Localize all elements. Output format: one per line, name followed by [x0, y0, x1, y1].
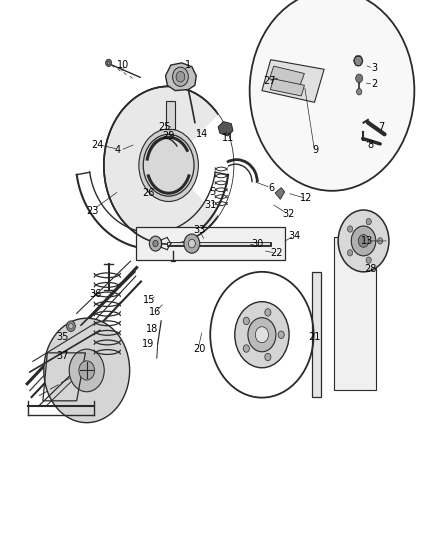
Polygon shape — [269, 66, 304, 85]
Text: 19: 19 — [142, 339, 154, 349]
Circle shape — [356, 74, 363, 83]
Wedge shape — [169, 115, 233, 216]
Polygon shape — [275, 188, 285, 199]
Text: 14: 14 — [196, 130, 208, 139]
Text: 20: 20 — [193, 344, 205, 354]
Circle shape — [149, 236, 162, 251]
Text: 29: 29 — [162, 131, 175, 141]
Circle shape — [366, 257, 371, 263]
Circle shape — [67, 321, 75, 332]
Circle shape — [357, 88, 362, 95]
Text: 6: 6 — [268, 183, 275, 192]
Text: 27: 27 — [263, 76, 276, 86]
Text: 35: 35 — [56, 332, 68, 342]
Text: 36: 36 — [89, 289, 102, 299]
Text: 25: 25 — [158, 122, 170, 132]
Circle shape — [173, 67, 188, 86]
Circle shape — [184, 234, 200, 253]
Circle shape — [235, 302, 289, 368]
Text: 11: 11 — [222, 133, 234, 142]
Text: 5: 5 — [209, 187, 215, 197]
Circle shape — [265, 309, 271, 316]
Circle shape — [243, 345, 249, 352]
Text: 31: 31 — [204, 200, 216, 210]
Circle shape — [347, 249, 353, 256]
Text: 34: 34 — [288, 231, 300, 240]
Text: 33: 33 — [193, 225, 205, 235]
Circle shape — [338, 210, 389, 272]
Circle shape — [255, 327, 268, 343]
Text: 26: 26 — [142, 188, 154, 198]
Text: 30: 30 — [251, 239, 264, 249]
Text: 23: 23 — [86, 206, 98, 215]
Text: 16: 16 — [149, 307, 162, 317]
Circle shape — [243, 317, 249, 325]
Circle shape — [366, 219, 371, 225]
Circle shape — [354, 55, 363, 66]
Polygon shape — [262, 60, 324, 102]
Circle shape — [278, 331, 284, 338]
Polygon shape — [334, 237, 376, 390]
Polygon shape — [166, 63, 196, 91]
Circle shape — [176, 71, 185, 82]
Text: 21: 21 — [308, 332, 321, 342]
Text: 32: 32 — [282, 209, 294, 219]
Circle shape — [69, 349, 104, 392]
Circle shape — [79, 361, 95, 380]
Circle shape — [44, 318, 130, 423]
Circle shape — [139, 129, 198, 201]
Text: 18: 18 — [146, 325, 159, 334]
Circle shape — [351, 226, 376, 256]
Text: 12: 12 — [300, 193, 313, 203]
Circle shape — [265, 353, 271, 361]
Circle shape — [378, 238, 383, 244]
Polygon shape — [218, 122, 233, 136]
FancyBboxPatch shape — [136, 227, 285, 260]
Text: 4: 4 — [114, 146, 120, 155]
Text: 3: 3 — [371, 63, 378, 73]
Text: 1: 1 — [185, 60, 191, 70]
Circle shape — [248, 318, 276, 352]
Circle shape — [153, 240, 158, 247]
Text: 9: 9 — [312, 146, 318, 155]
Circle shape — [69, 324, 73, 329]
Text: 28: 28 — [364, 264, 376, 274]
Text: 8: 8 — [367, 140, 373, 150]
Circle shape — [358, 235, 369, 247]
Text: 37: 37 — [56, 351, 68, 361]
Polygon shape — [270, 79, 304, 96]
Text: 7: 7 — [378, 122, 384, 132]
Text: 13: 13 — [361, 236, 373, 246]
Circle shape — [104, 86, 233, 244]
Circle shape — [188, 239, 195, 248]
Circle shape — [106, 59, 112, 67]
Circle shape — [107, 61, 110, 64]
Circle shape — [347, 226, 353, 232]
Circle shape — [250, 0, 414, 191]
Text: 24: 24 — [91, 140, 103, 150]
FancyBboxPatch shape — [166, 101, 175, 129]
Text: 22: 22 — [271, 248, 283, 258]
FancyBboxPatch shape — [312, 272, 321, 397]
Text: 15: 15 — [143, 295, 155, 304]
Text: 2: 2 — [371, 79, 378, 89]
Circle shape — [143, 134, 194, 196]
Text: 10: 10 — [117, 60, 130, 70]
